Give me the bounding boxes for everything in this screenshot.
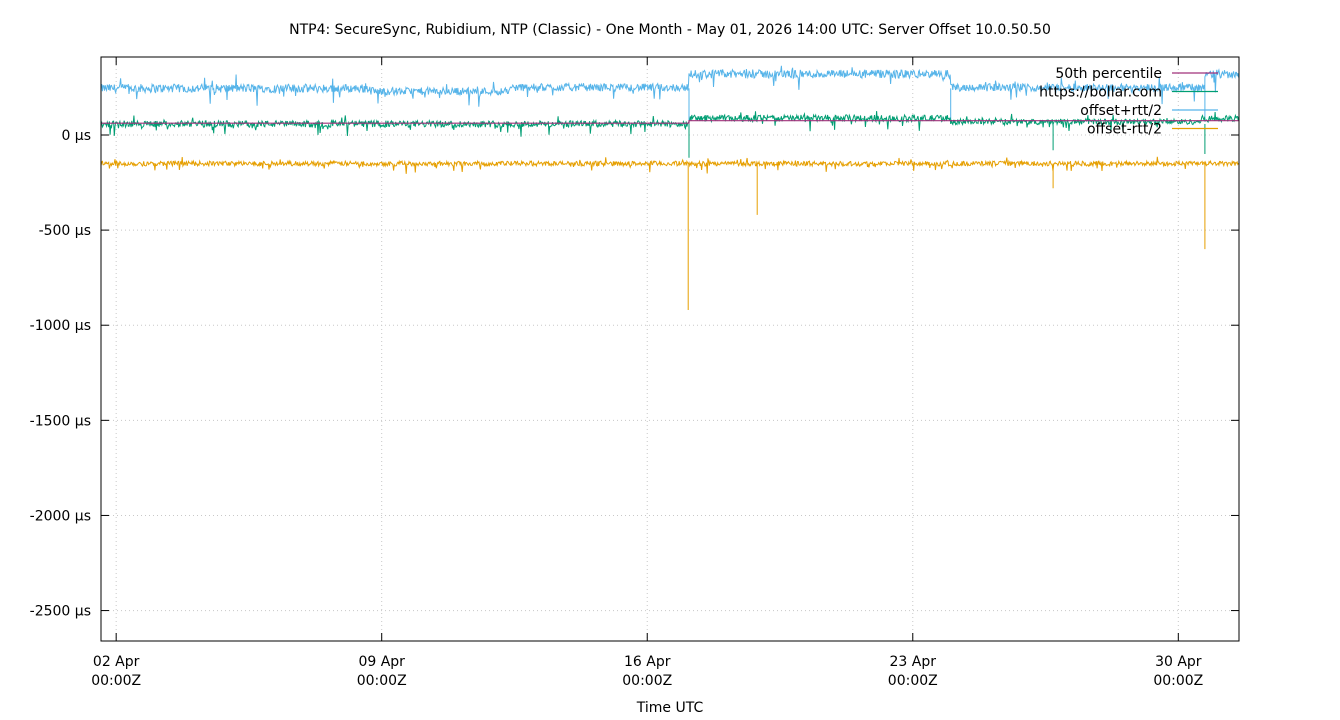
series-line — [101, 156, 1239, 310]
y-tick-label: -2000 µs — [30, 508, 91, 524]
axis-ticks: 0 µs -500 µs -1000 µs -1500 µs -2000 µs -2500… — [30, 57, 1239, 689]
y-tick-label: -2500 µs — [30, 604, 91, 620]
legend-label: 50th percentile — [1055, 66, 1162, 82]
x-tick-label-date: 02 Apr — [93, 654, 140, 670]
series-offset-rtt-2 — [101, 156, 1239, 310]
y-tick-label: -1000 µs — [30, 318, 91, 334]
series-line — [101, 65, 1239, 124]
x-tick-label-time: 00:00Z — [622, 673, 672, 689]
x-tick-label-date: 16 Apr — [624, 654, 671, 670]
y-tick-label: -1500 µs — [30, 413, 91, 429]
x-tick-label-date: 09 Apr — [358, 654, 405, 670]
plot-frame — [100, 56, 1240, 642]
series-50th-percentile — [101, 120, 1239, 124]
grid-lines — [101, 57, 1239, 641]
x-axis-label: Time UTC — [636, 700, 704, 716]
x-tick-label-time: 00:00Z — [1153, 673, 1203, 689]
legend: 50th percentile https://bollar.com offset+… — [1039, 66, 1218, 138]
series-line — [101, 120, 1239, 124]
chart-title: NTP4: SecureSync, Rubidium, NTP (Classic… — [289, 22, 1051, 38]
series-offset-rtt-2 — [101, 65, 1239, 124]
y-tick-label: 0 µs — [61, 128, 91, 144]
plot-area — [101, 65, 1239, 310]
x-tick-label-date: 23 Apr — [890, 654, 937, 670]
series-line — [101, 111, 1239, 158]
x-tick-label-time: 00:00Z — [888, 673, 938, 689]
x-tick-label-time: 00:00Z — [357, 673, 407, 689]
x-tick-label-date: 30 Apr — [1155, 654, 1202, 670]
legend-label: https://bollar.com — [1039, 85, 1162, 101]
legend-label: offset+rtt/2 — [1080, 103, 1162, 119]
series-https-bollar-com — [101, 111, 1239, 158]
y-tick-label: -500 µs — [39, 223, 91, 239]
legend-label: offset-rtt/2 — [1087, 122, 1162, 138]
x-tick-label-time: 00:00Z — [91, 673, 141, 689]
